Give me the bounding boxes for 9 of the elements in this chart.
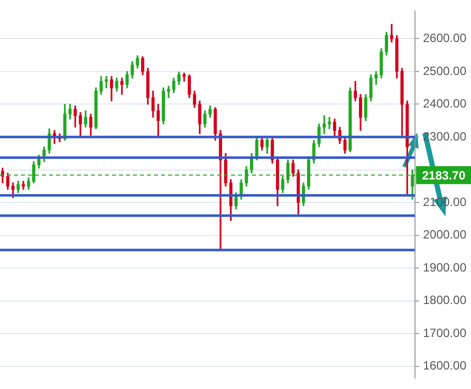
- y-tick-label: 1600.00: [423, 358, 467, 373]
- y-tick-label: 1900.00: [423, 260, 467, 274]
- y-tick-label: 2000.00: [423, 228, 467, 242]
- y-tick-label: 1700.00: [423, 326, 467, 340]
- y-tick-label: 1800.00: [423, 293, 467, 308]
- ref-line-label: 2183.70: [422, 168, 466, 182]
- y-tick-label: 2600.00: [423, 31, 467, 46]
- y-tick-label: 2400.00: [423, 96, 467, 111]
- y-tick-label: 2500.00: [423, 64, 467, 78]
